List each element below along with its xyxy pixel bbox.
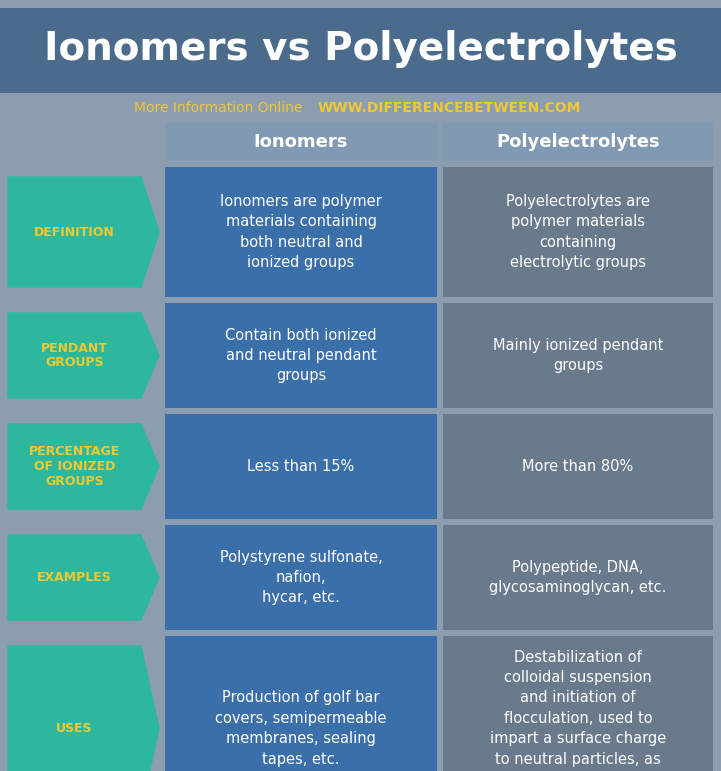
Text: Polyelectrolytes: Polyelectrolytes xyxy=(496,133,660,151)
FancyBboxPatch shape xyxy=(443,123,713,161)
Text: EXAMPLES: EXAMPLES xyxy=(37,571,112,584)
Text: Production of golf bar
covers, semipermeable
membranes, sealing
tapes, etc.: Production of golf bar covers, semiperme… xyxy=(216,690,386,766)
FancyBboxPatch shape xyxy=(165,414,437,519)
Text: USES: USES xyxy=(56,722,93,735)
Text: Contain both ionized
and neutral pendant
groups: Contain both ionized and neutral pendant… xyxy=(225,328,377,383)
Text: Mainly ionized pendant
groups: Mainly ionized pendant groups xyxy=(493,338,663,373)
Polygon shape xyxy=(8,313,159,398)
FancyBboxPatch shape xyxy=(443,525,713,630)
FancyBboxPatch shape xyxy=(165,167,437,297)
Text: More Information Online: More Information Online xyxy=(134,101,303,115)
FancyBboxPatch shape xyxy=(443,167,713,297)
Polygon shape xyxy=(8,177,159,287)
Text: Destabilization of
colloidal suspension
and initiation of
flocculation, used to
: Destabilization of colloidal suspension … xyxy=(490,650,666,771)
FancyBboxPatch shape xyxy=(165,636,437,771)
Text: Polyelectrolytes are
polymer materials
containing
electrolytic groups: Polyelectrolytes are polymer materials c… xyxy=(506,194,650,270)
FancyBboxPatch shape xyxy=(165,123,437,161)
FancyBboxPatch shape xyxy=(443,303,713,408)
Polygon shape xyxy=(8,646,159,771)
Text: Ionomers vs Polyelectrolytes: Ionomers vs Polyelectrolytes xyxy=(44,30,677,68)
Text: Ionomers: Ionomers xyxy=(254,133,348,151)
Text: DEFINITION: DEFINITION xyxy=(34,225,115,238)
Text: More than 80%: More than 80% xyxy=(523,459,634,474)
Text: WWW.DIFFERENCEBETWEEN.COM: WWW.DIFFERENCEBETWEEN.COM xyxy=(317,101,580,115)
Polygon shape xyxy=(8,535,159,620)
Text: Less than 15%: Less than 15% xyxy=(247,459,355,474)
FancyBboxPatch shape xyxy=(165,525,437,630)
Text: Ionomers are polymer
materials containing
both neutral and
ionized groups: Ionomers are polymer materials containin… xyxy=(220,194,382,270)
Text: PERCENTAGE
OF IONIZED
GROUPS: PERCENTAGE OF IONIZED GROUPS xyxy=(29,445,120,488)
FancyBboxPatch shape xyxy=(443,414,713,519)
Text: Polypeptide, DNA,
glycosaminoglycan, etc.: Polypeptide, DNA, glycosaminoglycan, etc… xyxy=(490,560,667,595)
Polygon shape xyxy=(8,424,159,509)
FancyBboxPatch shape xyxy=(165,303,437,408)
Text: Polystyrene sulfonate,
nafion,
hycar, etc.: Polystyrene sulfonate, nafion, hycar, et… xyxy=(220,550,382,605)
FancyBboxPatch shape xyxy=(0,8,721,93)
Text: PENDANT
GROUPS: PENDANT GROUPS xyxy=(41,342,108,369)
FancyBboxPatch shape xyxy=(443,636,713,771)
